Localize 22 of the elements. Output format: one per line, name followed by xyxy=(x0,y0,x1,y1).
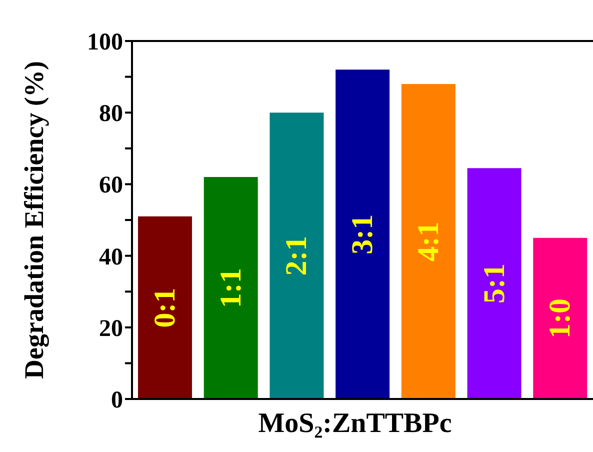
bar xyxy=(336,70,390,399)
bar xyxy=(270,112,324,399)
x-tick-label: 1:0 xyxy=(544,298,577,338)
x-tick-label: 5:1 xyxy=(478,264,511,304)
bar xyxy=(138,216,192,399)
x-axis-title: MoS₂:ZnTTBPc xyxy=(258,408,452,439)
x-tick-label: 4:1 xyxy=(412,221,445,262)
x-tick-label: 0:1 xyxy=(148,288,182,328)
x-tick-label: 3:1 xyxy=(346,214,380,254)
y-tick-label: 40 xyxy=(99,244,123,270)
y-tick-label: 20 xyxy=(99,316,123,342)
y-tick-label: 60 xyxy=(99,172,123,199)
bar xyxy=(204,177,258,399)
y-tick-label: 80 xyxy=(99,101,123,128)
y-tick-label: 100 xyxy=(87,30,123,56)
y-axis-title: Degradation Efficiency (%) xyxy=(19,61,49,379)
x-tick-label: 2:1 xyxy=(280,236,314,276)
x-tick-label: 1:1 xyxy=(214,268,248,308)
bar xyxy=(533,238,588,399)
bar xyxy=(401,84,456,399)
y-tick-label: 0 xyxy=(111,388,123,414)
bar xyxy=(467,168,522,399)
